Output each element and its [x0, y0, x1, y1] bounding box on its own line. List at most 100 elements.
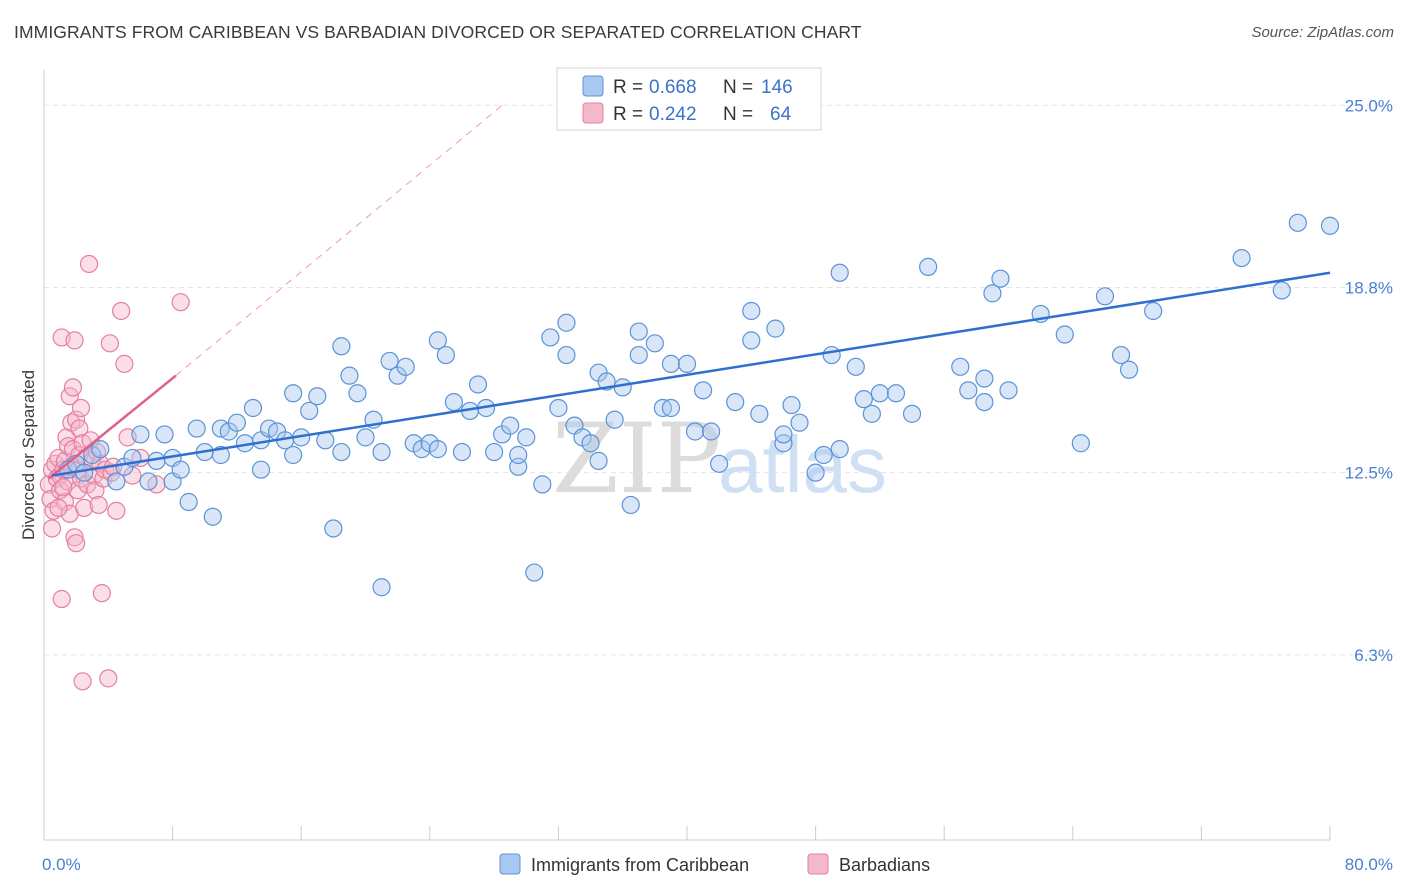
- caribbean-point: [468, 375, 488, 394]
- caribbean-point: [251, 460, 271, 479]
- caribbean-point: [919, 257, 938, 277]
- correlation-legend: R = 0.668 N = 146 R = 0.242 N = 64: [556, 67, 822, 131]
- caribbean-point: [677, 354, 697, 373]
- caribbean-point: [501, 416, 520, 435]
- caribbean-point: [862, 404, 881, 423]
- caribbean-point: [1055, 325, 1074, 344]
- y-tick-label: 12.5%: [1345, 464, 1393, 483]
- caribbean-point: [661, 398, 681, 418]
- caribbean-point: [332, 442, 351, 462]
- caribbean-point: [541, 328, 560, 347]
- caribbean-point: [428, 331, 447, 350]
- caribbean-point: [951, 357, 970, 376]
- legend-r-value-2: 0.242: [649, 104, 697, 125]
- series-legend-swatch-pink: [807, 853, 829, 875]
- caribbean-point: [485, 442, 504, 462]
- legend-r-label-1: R =: [613, 77, 643, 98]
- y-tick-labels: 6.3% 12.5% 18.8% 25.0%: [1345, 96, 1393, 665]
- barbadians-point: [52, 589, 71, 609]
- caribbean-point: [332, 337, 351, 356]
- caribbean-points: [59, 213, 1340, 597]
- caribbean-point: [1320, 216, 1340, 235]
- legend-swatch-blue: [582, 75, 604, 97]
- y-tick-label: 6.3%: [1354, 646, 1393, 665]
- caribbean-point: [581, 434, 600, 453]
- legend-n-value-2: 64: [770, 104, 792, 125]
- barbadians-point: [75, 498, 94, 518]
- series-legend-swatch-blue: [499, 853, 521, 875]
- caribbean-point: [991, 269, 1010, 288]
- caribbean-point: [742, 301, 761, 321]
- caribbean-point: [726, 392, 745, 412]
- caribbean-point: [533, 475, 552, 494]
- caribbean-point: [557, 345, 576, 365]
- caribbean-trend-line: [51, 271, 1331, 477]
- caribbean-point: [774, 425, 793, 444]
- caribbean-point: [782, 395, 801, 415]
- caribbean-point: [605, 410, 624, 429]
- source-credit: Source: ZipAtlas.com: [1251, 24, 1394, 41]
- barbadians-point: [87, 442, 107, 462]
- caribbean-point: [557, 313, 576, 332]
- y-tick-label: 18.8%: [1345, 278, 1393, 297]
- x-tick-label: 80.0%: [1345, 855, 1393, 874]
- caribbean-point: [702, 422, 721, 441]
- caribbean-point: [999, 381, 1018, 400]
- y-axis-label: Divorced or Separated: [19, 370, 38, 540]
- caribbean-point: [171, 460, 190, 479]
- barbadians-point: [70, 419, 89, 438]
- barbadians-point: [71, 398, 91, 418]
- watermark-zip: ZIP: [552, 403, 721, 515]
- barbadians-point: [65, 331, 84, 350]
- barbadians-point: [73, 672, 92, 691]
- series-legend: Immigrants from Caribbean Barbadians: [499, 853, 930, 875]
- caribbean-point: [428, 440, 447, 459]
- caribbean-point: [710, 454, 729, 473]
- barbadians-point: [67, 534, 86, 553]
- caribbean-point: [806, 463, 825, 482]
- barbadians-trend-extension: [175, 104, 503, 377]
- caribbean-point: [1119, 360, 1139, 379]
- caribbean-point: [155, 425, 174, 444]
- x-tick-labels: 0.0% 80.0%: [42, 855, 1393, 874]
- caribbean-point: [621, 495, 640, 515]
- caribbean-point: [107, 472, 126, 491]
- caribbean-point: [91, 440, 110, 459]
- caribbean-point: [308, 387, 327, 406]
- caribbean-point: [814, 445, 833, 465]
- caribbean-point: [613, 378, 632, 397]
- caribbean-point: [131, 425, 150, 444]
- axes: [43, 70, 1331, 841]
- caribbean-point: [685, 422, 705, 441]
- barbadians-point: [89, 495, 108, 515]
- legend-n-value-1: 146: [761, 77, 793, 98]
- barbadians-point: [54, 478, 73, 497]
- legend-n-label-2: N =: [723, 104, 753, 125]
- barbadians-point: [171, 293, 190, 312]
- caribbean-point: [444, 392, 464, 412]
- caribbean-point: [452, 442, 472, 462]
- caribbean-point: [1095, 287, 1115, 306]
- caribbean-point: [830, 440, 849, 459]
- caribbean-point: [645, 334, 664, 353]
- barbadians-point: [100, 334, 120, 353]
- caribbean-point: [1288, 213, 1307, 232]
- caribbean-point: [1232, 248, 1251, 268]
- caribbean-point: [211, 445, 230, 465]
- caribbean-point: [959, 381, 978, 400]
- caribbean-point: [1144, 301, 1163, 321]
- legend-n-label-1: N =: [723, 77, 753, 98]
- caribbean-point: [661, 354, 681, 373]
- caribbean-point: [750, 404, 769, 423]
- caribbean-point: [822, 345, 841, 365]
- barbadians-point: [68, 481, 87, 500]
- caribbean-point: [324, 519, 343, 538]
- caribbean-point: [396, 357, 415, 376]
- caribbean-point: [227, 413, 246, 432]
- caribbean-point: [766, 319, 785, 338]
- caribbean-point: [340, 366, 359, 385]
- x-tick-label: 0.0%: [42, 855, 81, 874]
- y-tick-label: 25.0%: [1345, 96, 1393, 115]
- caribbean-point: [975, 392, 994, 412]
